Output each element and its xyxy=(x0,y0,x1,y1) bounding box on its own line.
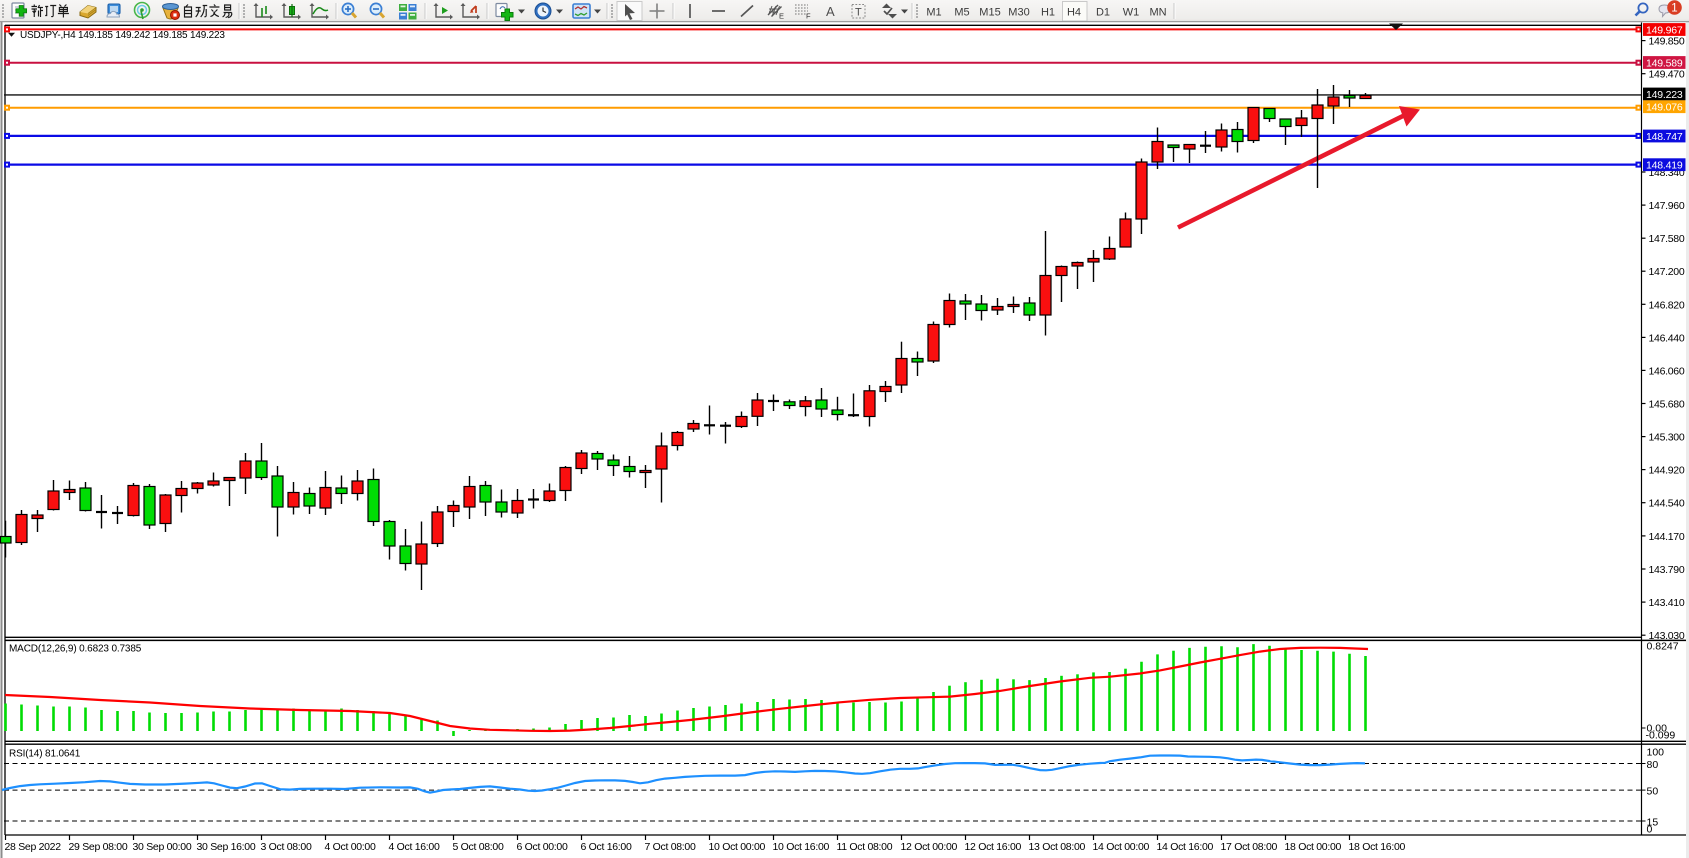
svg-text:50: 50 xyxy=(1647,786,1659,798)
svg-text:13 Oct 08:00: 13 Oct 08:00 xyxy=(1029,841,1086,853)
svg-text:145.300: 145.300 xyxy=(1649,432,1685,444)
svg-text:149.850: 149.850 xyxy=(1649,36,1685,48)
svg-text:17 Oct 08:00: 17 Oct 08:00 xyxy=(1221,841,1278,853)
svg-text:4 Oct 16:00: 4 Oct 16:00 xyxy=(389,841,440,853)
svg-text:W1: W1 xyxy=(1123,7,1140,19)
svg-text:E: E xyxy=(779,12,784,21)
svg-text:28 Sep 2022: 28 Sep 2022 xyxy=(5,841,62,853)
svg-text:M15: M15 xyxy=(979,7,1000,19)
svg-text:T: T xyxy=(855,7,862,19)
svg-text:0.8247: 0.8247 xyxy=(1647,641,1679,653)
svg-text:10 Oct 16:00: 10 Oct 16:00 xyxy=(773,841,830,853)
svg-text:4 Oct 00:00: 4 Oct 00:00 xyxy=(325,841,376,853)
svg-text:M5: M5 xyxy=(954,7,969,19)
svg-text:143.410: 143.410 xyxy=(1649,597,1685,609)
svg-text:149.967: 149.967 xyxy=(1646,24,1683,36)
svg-text:11 Oct 08:00: 11 Oct 08:00 xyxy=(837,841,893,853)
svg-text:147.580: 147.580 xyxy=(1649,233,1685,245)
svg-text:149.076: 149.076 xyxy=(1646,102,1683,114)
svg-text:149.223: 149.223 xyxy=(1646,89,1683,101)
svg-text:148.419: 148.419 xyxy=(1646,160,1683,172)
svg-text:30 Sep 16:00: 30 Sep 16:00 xyxy=(197,841,256,853)
svg-text:D1: D1 xyxy=(1096,7,1110,19)
svg-text:0.00: 0.00 xyxy=(1647,723,1668,735)
svg-text:149.470: 149.470 xyxy=(1649,69,1685,81)
svg-text:143.030: 143.030 xyxy=(1649,630,1685,642)
svg-text:MN: MN xyxy=(1149,7,1166,19)
svg-text:H4: H4 xyxy=(1067,7,1081,19)
svg-text:12 Oct 00:00: 12 Oct 00:00 xyxy=(901,841,958,853)
svg-text:1: 1 xyxy=(1671,3,1677,15)
svg-text:6 Oct 16:00: 6 Oct 16:00 xyxy=(581,841,632,853)
svg-text:144.170: 144.170 xyxy=(1649,531,1685,543)
svg-text:148.747: 148.747 xyxy=(1646,131,1683,143)
svg-text:-0.099: -0.099 xyxy=(1646,730,1676,742)
svg-text:100: 100 xyxy=(1647,746,1665,758)
svg-text:144.920: 144.920 xyxy=(1649,465,1685,477)
svg-text:30 Sep 00:00: 30 Sep 00:00 xyxy=(133,841,192,853)
svg-text:USDJPY-,H4 149.185 149.242 14: USDJPY-,H4 149.185 149.242 149.185 149.2… xyxy=(20,30,225,41)
svg-text:147.200: 147.200 xyxy=(1649,266,1685,278)
svg-text:144.540: 144.540 xyxy=(1649,498,1685,510)
svg-text:12 Oct 16:00: 12 Oct 16:00 xyxy=(965,841,1022,853)
svg-text:F: F xyxy=(806,12,811,21)
svg-text:146.060: 146.060 xyxy=(1649,365,1685,377)
svg-text:M30: M30 xyxy=(1008,7,1029,19)
svg-text:MACD(12,26,9) 0.6823 0.7385: MACD(12,26,9) 0.6823 0.7385 xyxy=(9,644,142,655)
svg-text:M1: M1 xyxy=(926,7,941,19)
svg-text:145.680: 145.680 xyxy=(1649,399,1685,411)
svg-text:5 Oct 08:00: 5 Oct 08:00 xyxy=(453,841,504,853)
svg-text:10 Oct 00:00: 10 Oct 00:00 xyxy=(709,841,766,853)
svg-text:RSI(14) 81.0641: RSI(14) 81.0641 xyxy=(9,749,81,760)
svg-text:3 Oct 08:00: 3 Oct 08:00 xyxy=(261,841,312,853)
svg-text:149.589: 149.589 xyxy=(1646,57,1683,69)
svg-text:A: A xyxy=(826,4,835,19)
svg-text:146.440: 146.440 xyxy=(1649,332,1685,344)
svg-text:0: 0 xyxy=(1647,824,1653,836)
svg-text:15: 15 xyxy=(1647,817,1659,829)
svg-text:143.790: 143.790 xyxy=(1649,564,1685,576)
svg-text:14 Oct 16:00: 14 Oct 16:00 xyxy=(1157,841,1214,853)
svg-text:147.960: 147.960 xyxy=(1649,200,1685,212)
svg-text:146.820: 146.820 xyxy=(1649,299,1685,311)
svg-text:80: 80 xyxy=(1647,759,1659,771)
svg-text:18 Oct 00:00: 18 Oct 00:00 xyxy=(1285,841,1342,853)
svg-text:29 Sep 08:00: 29 Sep 08:00 xyxy=(69,841,128,853)
svg-text:6 Oct 00:00: 6 Oct 00:00 xyxy=(517,841,568,853)
svg-text:14 Oct 00:00: 14 Oct 00:00 xyxy=(1093,841,1150,853)
svg-text:7 Oct 08:00: 7 Oct 08:00 xyxy=(645,841,696,853)
svg-text:18 Oct 16:00: 18 Oct 16:00 xyxy=(1349,841,1406,853)
svg-text:H1: H1 xyxy=(1041,7,1055,19)
